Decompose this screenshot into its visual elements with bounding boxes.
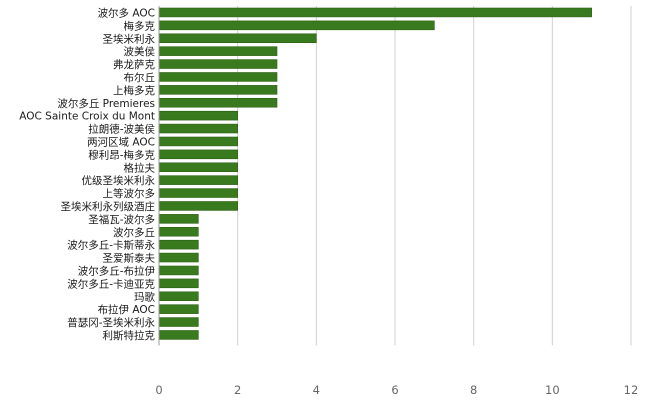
grid-lines — [237, 6, 632, 346]
bar — [158, 291, 199, 301]
category-label: 弗龙萨克 — [113, 58, 155, 71]
bar — [158, 304, 199, 314]
category-label: 拉朗德-波美侯 — [88, 123, 155, 136]
bar — [158, 227, 199, 237]
bar — [158, 162, 238, 173]
category-label: 格拉夫 — [124, 161, 156, 174]
category-label: 圣埃米利永列级酒庄 — [61, 200, 156, 213]
category-label: 圣福瓦-波尔多 — [88, 213, 155, 226]
category-label: 波尔多丘 — [113, 226, 155, 239]
category-label: AOC Sainte Croix du Mont — [19, 111, 155, 123]
category-label: 梅多克 — [124, 19, 156, 32]
category-label: 上梅多克 — [113, 84, 155, 97]
category-label: 布拉伊 AOC — [98, 303, 155, 316]
bar — [158, 265, 199, 276]
x-tick-label: 8 — [470, 383, 477, 397]
x-tick-labels: 0 2 4 6 8 10 12 — [155, 383, 638, 397]
category-label: 圣埃米利永 — [103, 32, 156, 45]
bar — [158, 85, 278, 95]
category-label: 波美侯 — [124, 45, 156, 58]
category-label: 圣爱斯泰夫 — [103, 252, 156, 265]
bar — [158, 175, 238, 185]
bar — [158, 33, 317, 43]
category-label: 穆利昂-梅多克 — [88, 148, 155, 161]
category-label: 利斯特拉克 — [103, 329, 156, 342]
bar — [158, 252, 199, 263]
category-label: 普瑟冈-圣埃米利永 — [67, 316, 155, 329]
x-tick-label: 4 — [313, 383, 320, 397]
bar — [158, 330, 199, 340]
x-tick-label: 10 — [545, 383, 560, 397]
bar — [158, 46, 278, 56]
bar — [158, 136, 238, 147]
category-label: 波尔多丘-布拉伊 — [78, 264, 156, 277]
x-tick-label: 0 — [155, 383, 162, 397]
x-tick-label: 6 — [391, 383, 398, 397]
bar — [158, 239, 199, 250]
bar — [158, 188, 238, 198]
bar — [158, 7, 592, 18]
category-label: 上等波尔多 — [103, 187, 156, 200]
bar — [158, 59, 278, 69]
category-label: 波尔多丘-卡斯蒂永 — [67, 239, 155, 252]
bar — [158, 20, 435, 31]
category-label: 玛歌 — [134, 290, 155, 303]
bar — [158, 278, 199, 289]
category-label: 布尔丘 — [124, 71, 156, 84]
bar — [158, 72, 278, 82]
category-label: 优级圣埃米利永 — [82, 174, 156, 187]
category-label: 波尔多 AOC — [98, 6, 155, 19]
bar — [158, 201, 238, 211]
x-tick-label: 2 — [234, 383, 241, 397]
x-tick-label: 12 — [624, 383, 639, 397]
category-label: 两河区域 AOC — [87, 135, 155, 148]
bar-series — [158, 7, 592, 340]
bar — [158, 149, 238, 160]
bar — [158, 98, 278, 108]
bar — [158, 317, 199, 327]
category-label: 波尔多丘 Premieres — [57, 97, 155, 110]
bar — [158, 214, 199, 224]
category-label: 波尔多丘-卡迪亚克 — [67, 277, 155, 290]
bar — [158, 110, 238, 121]
bar — [158, 123, 238, 134]
